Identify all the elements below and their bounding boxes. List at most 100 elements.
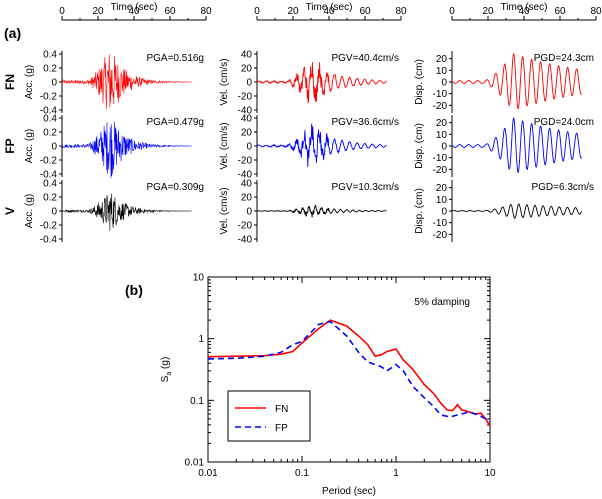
y-axis-label-r2-c0: Acc. (g) [24,194,35,228]
row-label-V: V [3,207,17,215]
damping-annotation: 5% damping [414,297,470,308]
time-axis-title-col1: Time (sec) [306,2,353,13]
y-tick-label-r1-c0-1: 0.2 [43,128,57,139]
trace-V-disp [451,203,583,219]
x-tick-label-2: 1 [393,468,399,479]
trace-V-acc [61,193,192,231]
panel-a-label: (a) [4,25,21,41]
y-tick-label-r2-c2-0: 20 [436,183,448,194]
peak-label-r2-c2: PGD=6.3cm/s [531,182,594,193]
x-axis-label: Period (sec) [322,486,376,497]
time-tick-label-col2-3: 60 [554,6,566,17]
spectrum-line-FP [207,320,491,423]
legend-label-FP: FP [275,423,288,434]
y-tick-label-r2-c1-0: 40 [241,179,253,190]
y-tick-label-r0-c2-1: 10 [436,66,448,77]
y-tick-label-r0-c2-4: -20 [433,101,448,112]
y-tick-label-r1-c1-1: 20 [241,128,253,139]
y-tick-label-3: 0.01 [185,458,205,469]
plot-frame [207,276,491,463]
y-tick-label-r2-c0-1: 0.2 [43,193,57,204]
peak-label-r0-c0: PGA=0.516g [146,53,204,64]
time-tick-label-col2-2: 40 [518,6,530,17]
time-tick-label-col2-4: 80 [590,6,602,17]
time-axis-title-col2: Time (sec) [501,2,548,13]
y-tick-label-r1-c2-1: 10 [436,130,448,141]
y-tick-label-r2-c0-2: 0 [51,207,57,218]
x-tick-label-1: 0.1 [295,468,309,479]
y-tick-label-r2-c1-2: 0 [246,207,252,218]
time-tick-label-col1-2: 40 [323,6,335,17]
y-tick-label-r1-c1-2: 0 [246,142,252,153]
y-axis-label: Sa (g) [160,357,173,383]
time-tick-label-col2-1: 20 [482,6,494,17]
time-tick-label-col0-3: 60 [164,6,176,17]
y-tick-label-r1-c0-0: 0.4 [43,114,57,125]
spectrum-line-FN [207,319,491,427]
y-tick-label-r2-c2-4: -20 [433,230,448,241]
y-tick-label-r0-c2-3: -10 [433,89,448,100]
y-axis-label-main: S [160,375,171,382]
y-tick-label-r1-c0-3: -0.2 [40,156,58,167]
y-axis-label-r1-c2: Disp. (cm) [414,123,425,169]
panel-a-time-histories: Time (sec) 0 20 40 60 80 0.4 0.2 0 -0.2 -0.4 Acc. (… [3,2,602,246]
x-tick-label-3: 10 [484,468,496,479]
y-tick-label-r0-c0-3: -0.2 [40,92,58,103]
trace-FN-acc [61,54,192,110]
y-tick-label-r1-c2-2: 0 [441,142,447,153]
y-tick-label-r0-c1-4: -40 [238,106,253,117]
time-tick-label-col0-2: 40 [128,6,140,17]
y-tick-label-r0-c1-0: 40 [241,50,253,61]
y-tick-label-r1-c2-4: -20 [433,165,448,176]
y-tick-label-r0-c1-2: 0 [246,78,252,89]
panel-b-label: (b) [125,282,143,298]
y-tick-label-r0-c0-2: 0 [51,78,57,89]
y-tick-label-r0-c2-0: 20 [436,54,448,65]
y-tick-label-1: 1 [198,334,204,345]
y-axis-label-r0-c0: Acc. (g) [24,65,35,99]
y-tick-label-r2-c0-0: 0.4 [43,179,57,190]
y-axis-label-subscript: a [166,372,173,376]
y-tick-label-r1-c2-3: -10 [433,153,448,164]
peak-label-r1-c0: PGA=0.479g [146,117,204,128]
time-tick-label-col1-1: 20 [287,6,299,17]
y-axis-label-r2-c2: Disp. (cm) [414,188,425,234]
peak-label-r2-c0: PGA=0.309g [146,182,204,193]
trace-FP-disp [451,117,582,174]
y-tick-label-r2-c0-4: -0.4 [40,235,58,246]
legend-label-FN: FN [275,404,288,415]
trace-V-vel [256,204,387,218]
time-tick-label-col1-3: 60 [359,6,371,17]
time-tick-label-col2-0: 0 [449,6,455,17]
row-label-FN: FN [3,74,17,90]
peak-label-r0-c2: PGD=24.3cm [534,53,594,64]
time-axis-title-col0: Time (sec) [111,2,158,13]
y-tick-label-0: 10 [193,273,205,284]
time-tick-label-col0-1: 20 [92,6,104,17]
trace-FN-vel [256,61,387,104]
panel-b-response-spectra: 0.01 0.1 1 10 10 1 0.1 0.01 Period (sec) Sa (g) 5%… [160,273,496,498]
y-tick-label-r0-c0-1: 0.2 [43,64,57,75]
peak-label-r0-c1: PGV=40.4cm/s [331,53,399,64]
y-tick-label-r0-c0-0: 0.4 [43,50,57,61]
trace-FN-disp [451,52,582,110]
y-tick-label-r1-c1-3: -20 [238,156,253,167]
y-tick-label-r1-c1-4: -40 [238,170,253,181]
time-tick-label-col1-4: 80 [395,6,407,17]
time-tick-label-col1-0: 0 [254,6,260,17]
y-tick-label-r0-c1-1: 20 [241,64,253,75]
time-tick-label-col0-4: 80 [200,6,212,17]
y-tick-label-r1-c0-2: 0 [51,142,57,153]
y-axis-label-r1-c1: Vel. (cm/s) [219,122,230,169]
y-axis-label-r2-c1: Vel. (cm/s) [219,187,230,234]
y-tick-label-r2-c2-1: 10 [436,195,448,206]
trace-FP-acc [61,121,192,179]
peak-label-r1-c2: PGD=24.0cm [534,117,594,128]
peak-label-r1-c1: PGV=36.6cm/s [331,117,399,128]
y-tick-label-r0-c2-2: 0 [441,78,447,89]
y-tick-label-r0-c1-3: -20 [238,92,253,103]
y-axis-label-unit: (g) [160,357,171,372]
y-tick-label-r0-c0-4: -0.4 [40,106,58,117]
y-tick-label-r2-c2-2: 0 [441,207,447,218]
